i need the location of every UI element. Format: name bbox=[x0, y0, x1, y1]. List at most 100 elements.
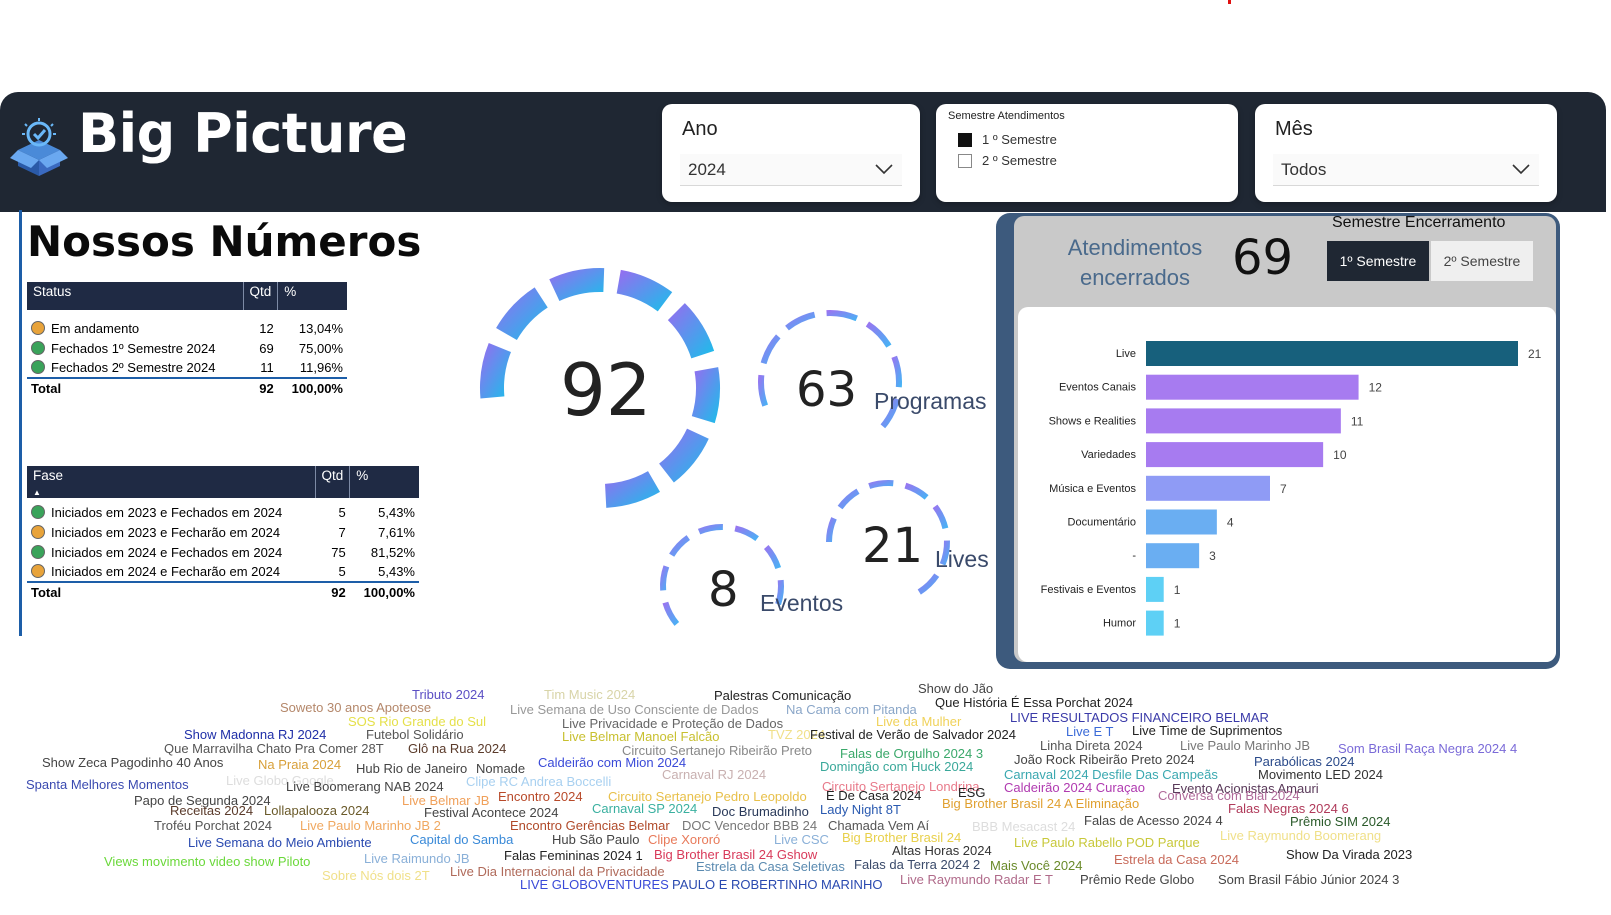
word-cloud-item[interactable]: Live CSC bbox=[774, 832, 829, 847]
word-cloud-item[interactable]: Spanta Melhores Momentos bbox=[26, 777, 189, 792]
word-cloud-item[interactable]: Linha Direta 2024 bbox=[1040, 738, 1143, 753]
word-cloud-item[interactable]: Receitas 2024 bbox=[170, 803, 254, 818]
word-cloud-item[interactable]: PAULO E ROBERTINHO MARINHO bbox=[672, 877, 883, 892]
word-cloud-item[interactable]: Troféu Porchat 2024 bbox=[154, 818, 273, 833]
word-cloud-item[interactable]: Futebol Solidário bbox=[366, 727, 464, 742]
word-cloud-item[interactable]: Live E T bbox=[1066, 724, 1114, 739]
word-cloud-item[interactable]: Tributo 2024 bbox=[412, 687, 485, 702]
word-cloud-item[interactable]: Live Raimundo JB bbox=[364, 851, 470, 866]
word-cloud-item[interactable]: Festival Acontece 2024 bbox=[424, 805, 559, 820]
word-cloud-item[interactable]: Movimento LED 2024 bbox=[1258, 767, 1384, 782]
word-cloud-item[interactable]: Tim Music 2024 bbox=[544, 687, 636, 702]
word-cloud-item[interactable]: Glô na Rua 2024 bbox=[408, 741, 507, 756]
column-header-status[interactable]: Status bbox=[27, 282, 243, 310]
word-cloud-item[interactable]: Live Belmar Manoel Falcão bbox=[562, 729, 720, 744]
word-cloud-item[interactable]: Palestras Comunicação bbox=[714, 688, 852, 703]
semestre-1-button[interactable]: 1º Semestre bbox=[1327, 241, 1429, 281]
word-cloud-item[interactable]: Live Paulo Marinho JB bbox=[1180, 738, 1311, 753]
word-cloud-item[interactable]: Hub Rio de Janeiro bbox=[356, 761, 468, 776]
word-cloud-item[interactable]: Live Boomerang NAB 2024 bbox=[286, 779, 444, 794]
column-header-qtd[interactable]: Qtd bbox=[314, 466, 350, 498]
word-cloud-item[interactable]: SOS Rio Grande do Sul bbox=[348, 714, 487, 729]
word-cloud-item[interactable]: Live Semana do Meio Ambiente bbox=[188, 835, 372, 850]
word-cloud-item[interactable]: Big Brother Brasil 24 Gshow bbox=[654, 847, 818, 862]
column-header-pct[interactable]: % bbox=[349, 466, 419, 498]
word-cloud-item[interactable]: TVZ 2024 bbox=[768, 727, 826, 742]
word-cloud-item[interactable]: Circuito Sertanejo Ribeirão Preto bbox=[622, 743, 813, 758]
word-cloud-item[interactable]: Capital do Samba bbox=[410, 832, 514, 847]
word-cloud-item[interactable]: Sobre Nós dois 2T bbox=[322, 868, 430, 883]
word-cloud-item[interactable]: Papo de Segunda 2024 bbox=[134, 793, 271, 808]
word-cloud-item[interactable]: Caldeirão com Mion 2024 bbox=[538, 755, 687, 770]
word-cloud-item[interactable]: Falas de Acesso 2024 4 bbox=[1084, 813, 1223, 828]
word-cloud-item[interactable]: Show do Jão bbox=[918, 681, 994, 696]
word-cloud-item[interactable]: Hub São Paulo bbox=[552, 832, 640, 847]
word-cloud-item[interactable]: Prêmio Rede Globo bbox=[1080, 872, 1195, 887]
word-cloud-item[interactable]: Caldeirão 2024 Curaçao bbox=[1004, 780, 1145, 795]
word-cloud-item[interactable]: João Rock Ribeirão Preto 2024 bbox=[1014, 752, 1195, 767]
word-cloud-item[interactable]: Evento Acionistas Amauri bbox=[1172, 781, 1319, 796]
word-cloud-item[interactable]: Parabólicas 2024 bbox=[1254, 754, 1355, 769]
word-cloud-item[interactable]: Carnaval RJ 2024 bbox=[662, 767, 767, 782]
word-cloud-item[interactable]: Soweto 30 anos Apoteose bbox=[280, 700, 432, 715]
word-cloud-item[interactable]: ESG bbox=[958, 785, 986, 800]
word-cloud-item[interactable]: Falas Femininas 2024 1 bbox=[504, 848, 643, 863]
word-cloud-item[interactable]: Live Dia Internacional da Privacidade bbox=[450, 864, 665, 879]
ano-dropdown[interactable]: 2024 bbox=[680, 154, 902, 186]
word-cloud-item[interactable]: Lollapalooza 2024 bbox=[264, 803, 370, 818]
word-cloud-item[interactable]: Big Brother Brasil 24 bbox=[842, 830, 962, 845]
word-cloud-item[interactable]: Live Paulo Marinho JB 2 bbox=[300, 818, 441, 833]
word-cloud-item[interactable]: Na Praia 2024 bbox=[258, 757, 342, 772]
word-cloud-item[interactable]: Prêmio SIM 2024 bbox=[1290, 814, 1391, 829]
word-cloud-item[interactable]: Falas Negras 2024 6 bbox=[1228, 801, 1349, 816]
word-cloud-item[interactable]: Clipe Xororó bbox=[648, 832, 721, 847]
word-cloud-item[interactable]: Chamada Vem Aí bbox=[828, 818, 930, 833]
word-cloud-item[interactable]: Live Semana de Uso Consciente de Dados bbox=[510, 702, 759, 717]
word-cloud-item[interactable]: Nomade bbox=[476, 761, 526, 776]
word-cloud-item[interactable]: É De Casa 2024 bbox=[826, 788, 922, 803]
word-cloud-item[interactable]: Live Time de Suprimentos bbox=[1132, 723, 1283, 738]
word-cloud-item[interactable]: Que História É Essa Porchat 2024 bbox=[935, 695, 1133, 710]
word-cloud-item[interactable]: LIVE RESULTADOS FINANCEIRO BELMAR bbox=[1010, 710, 1269, 725]
word-cloud-item[interactable]: Live Paulo Rabello POD Parque bbox=[1014, 835, 1200, 850]
word-cloud-item[interactable]: Carnaval 2024 Desfile Das Campeãs bbox=[1004, 767, 1218, 782]
semestre-2-button[interactable]: 2º Semestre bbox=[1431, 241, 1533, 281]
word-cloud-item[interactable]: Domingão com Huck 2024 bbox=[820, 759, 974, 774]
word-cloud-item[interactable]: Circuito Sertanejo Londrina bbox=[822, 779, 980, 794]
word-cloud-item[interactable]: Estrela da Casa Seletivas bbox=[696, 859, 845, 874]
word-cloud-item[interactable]: Encontro Gerências Belmar bbox=[510, 818, 670, 833]
word-cloud-item[interactable]: Festival de Verão de Salvador 2024 bbox=[810, 727, 1016, 742]
word-cloud-item[interactable]: Mais Você 2024 bbox=[990, 858, 1083, 873]
word-cloud-item[interactable]: Lady Night 8T bbox=[820, 802, 901, 817]
word-cloud-item[interactable]: Encontro 2024 bbox=[498, 789, 583, 804]
word-cloud-item[interactable]: Estrela da Casa 2024 bbox=[1114, 852, 1240, 867]
word-cloud-item[interactable]: Circuito Sertanejo Pedro Leopoldo bbox=[608, 789, 807, 804]
word-cloud-item[interactable]: Live Privacidade e Proteção de Dados bbox=[562, 716, 784, 731]
word-cloud-item[interactable]: Live Raymundo Radar E T bbox=[900, 872, 1053, 887]
semestre-option-2[interactable]: 2 º Semestre bbox=[958, 153, 1057, 168]
word-cloud-item[interactable]: Show Da Virada 2023 bbox=[1286, 847, 1413, 862]
word-cloud-item[interactable]: Conversa com Bial 2024 bbox=[1158, 788, 1300, 803]
word-cloud-item[interactable]: Falas da Terra 2024 2 bbox=[854, 857, 981, 872]
word-cloud-item[interactable]: Falas de Orgulho 2024 3 bbox=[840, 746, 984, 761]
mes-dropdown[interactable]: Todos bbox=[1273, 154, 1539, 186]
word-cloud-item[interactable]: Carnaval SP 2024 bbox=[592, 801, 698, 816]
word-cloud-item[interactable]: Live Globo Google bbox=[226, 773, 334, 788]
word-cloud-item[interactable]: Som Brasil Raça Negra 2024 4 bbox=[1338, 741, 1518, 756]
semestre-option-1[interactable]: 1 º Semestre bbox=[958, 132, 1057, 147]
word-cloud-item[interactable]: Altas Horas 2024 bbox=[892, 843, 992, 858]
word-cloud-item[interactable]: BBB Mesacast 24 bbox=[972, 819, 1076, 834]
word-cloud-item[interactable]: Clipe RC Andrea Boccelli bbox=[466, 774, 612, 789]
word-cloud-item[interactable]: LIVE GLOBOVENTURES bbox=[520, 877, 669, 892]
word-cloud-item[interactable]: Show Madonna RJ 2024 bbox=[184, 727, 327, 742]
word-cloud-item[interactable]: Show Zeca Pagodinho 40 Anos bbox=[42, 755, 224, 770]
word-cloud-item[interactable]: Live Raymundo Boomerang bbox=[1220, 828, 1382, 843]
word-cloud-item[interactable]: Som Brasil Fábio Júnior 2024 3 bbox=[1218, 872, 1400, 887]
word-cloud-item[interactable]: Views movimento video show Piloto bbox=[104, 854, 311, 869]
word-cloud-item[interactable]: Live da Mulher bbox=[876, 714, 962, 729]
word-cloud-item[interactable]: Que Marravilha Chato Pra Comer 28T bbox=[164, 741, 384, 756]
column-header-fase[interactable]: Fase ▲ bbox=[27, 466, 315, 498]
word-cloud-item[interactable]: Na Cama com Pitanda bbox=[786, 702, 917, 717]
column-header-qtd[interactable]: Qtd bbox=[242, 282, 278, 310]
column-header-pct[interactable]: % bbox=[277, 282, 347, 310]
